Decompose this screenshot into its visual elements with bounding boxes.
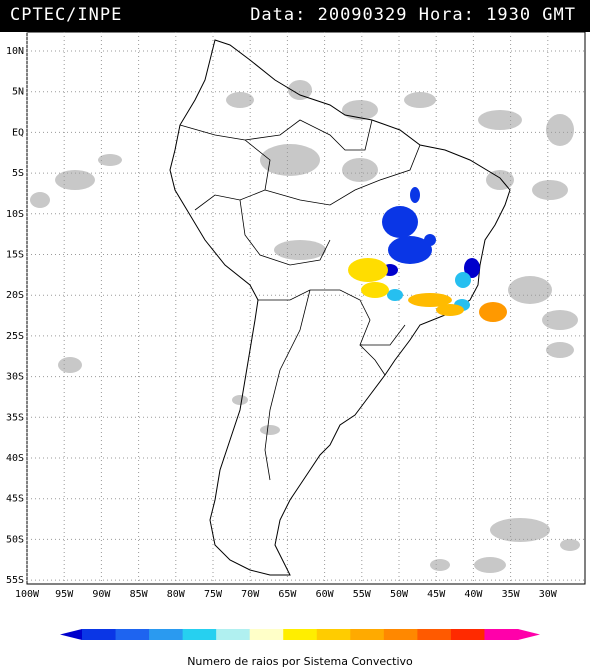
lat-tick-label: 35S — [6, 412, 24, 423]
lat-tick-label: 50S — [6, 534, 24, 545]
graticule — [26, 32, 585, 584]
legend-swatch — [417, 629, 452, 640]
lat-tick-label: 30S — [6, 372, 24, 383]
lon-tick-label: 75W — [204, 589, 223, 600]
legend-swatch — [450, 629, 485, 640]
legend-swatch — [182, 629, 217, 640]
lon-tick-label: 90W — [92, 589, 111, 600]
legend-swatch — [316, 629, 351, 640]
header-title: CPTEC/INPE — [10, 5, 123, 25]
system-blue-north — [382, 187, 436, 264]
south-america-outline — [169, 39, 511, 576]
legend-arrow-left — [60, 629, 82, 640]
legend-colorbar: 11015202530354050100150200250350 — [60, 629, 540, 640]
legend-swatch — [383, 629, 418, 640]
lon-tick-label: 55W — [353, 589, 372, 600]
lon-tick-label: 35W — [502, 589, 521, 600]
lon-tick-label: 70W — [241, 589, 260, 600]
system-yellow — [348, 258, 389, 298]
system-orange — [479, 302, 507, 322]
legend-caption: Numero de raios por Sistema Convectivo — [187, 655, 413, 668]
lon-tick-label: 60W — [316, 589, 335, 600]
lat-tick-label: 40S — [6, 453, 24, 464]
lon-tick-label: 100W — [15, 589, 40, 600]
lat-tick-label: 5S — [12, 168, 24, 179]
lat-tick-label: 10N — [6, 46, 24, 57]
legend-swatch — [350, 629, 385, 640]
legend-arrow-right — [518, 629, 540, 640]
lat-tick-label: 20S — [6, 290, 24, 301]
lon-tick-label: 85W — [130, 589, 149, 600]
lon-tick-label: 65W — [278, 589, 297, 600]
lat-tick-label: 10S — [6, 209, 24, 220]
lon-tick-label: 40W — [464, 589, 483, 600]
lat-tick-label: 25S — [6, 331, 24, 342]
country-borders — [179, 119, 421, 481]
lat-tick-label: 5N — [12, 87, 24, 98]
lat-tick-label: 15S — [6, 250, 24, 261]
legend-swatch — [216, 629, 251, 640]
lon-tick-label: 30W — [539, 589, 558, 600]
system-gold — [408, 293, 464, 316]
longitude-labels: 100W 95W 90W 85W 80W 75W 70W 65W 60W 55W 50W 45W 40W… — [15, 589, 558, 600]
legend-swatch — [249, 629, 284, 640]
lon-tick-label: 45W — [427, 589, 446, 600]
legend-swatch — [149, 629, 184, 640]
lat-tick-label: 55S — [6, 575, 24, 586]
lat-tick-label: 45S — [6, 494, 24, 505]
latitude-labels: 10N 5N EQ 5S 10S 15S 20S 25S 30S 35S 40S 45S 50S 55S — [6, 46, 24, 586]
legend-swatch — [82, 629, 117, 640]
convective-systems — [348, 187, 507, 322]
lon-tick-label: 80W — [167, 589, 186, 600]
legend-swatch — [484, 629, 519, 640]
header-datetime: Data: 20090329 Hora: 1930 GMT — [250, 5, 576, 25]
lon-tick-label: 95W — [55, 589, 74, 600]
lightning-map: 10N5NEQ5S10S15S20S25S30S35S40S45S50S55S … — [6, 32, 586, 640]
legend-swatch — [115, 629, 150, 640]
legend-swatch — [283, 629, 318, 640]
map-header: CPTEC/INPE Data: 20090329 Hora: 1930 GMT — [0, 0, 590, 32]
lat-tick-label: EQ — [12, 127, 24, 138]
lon-tick-label: 50W — [390, 589, 409, 600]
